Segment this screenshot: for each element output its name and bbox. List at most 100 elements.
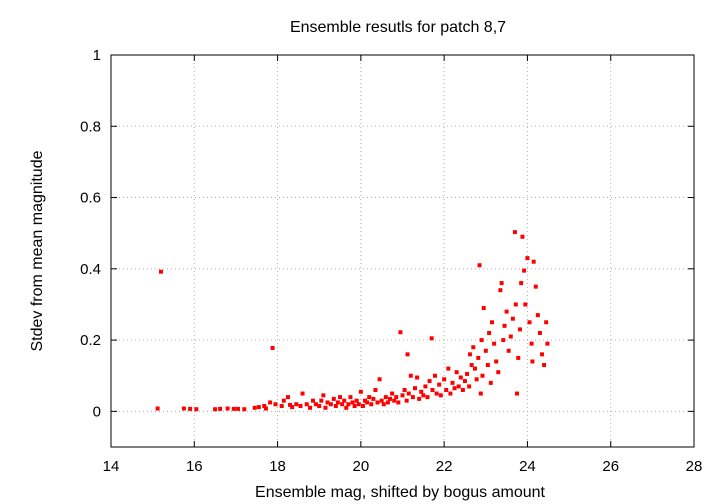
data-point <box>363 398 368 403</box>
data-point <box>510 316 515 321</box>
data-point <box>348 395 353 400</box>
data-point <box>375 400 380 405</box>
data-point <box>492 341 497 346</box>
data-point <box>360 404 365 409</box>
data-point <box>474 377 479 382</box>
data-point <box>328 402 333 407</box>
data-point <box>344 405 349 410</box>
y-tick-label: 0.6 <box>80 190 101 207</box>
data-point <box>450 380 455 385</box>
data-point <box>442 377 447 382</box>
data-point <box>520 234 525 239</box>
data-point <box>502 323 507 328</box>
data-point <box>321 393 326 398</box>
data-point <box>542 363 547 368</box>
plot-frame <box>110 54 695 448</box>
x-tick-label: 20 <box>353 458 370 475</box>
data-point <box>218 406 223 411</box>
data-point <box>369 402 374 407</box>
chart-title: Ensemble resutls for patch 8,7 <box>290 19 506 36</box>
data-point <box>288 402 293 407</box>
data-point <box>279 404 284 409</box>
data-point <box>310 398 315 403</box>
data-point <box>352 404 357 409</box>
data-point <box>392 398 397 403</box>
x-tick-label: 28 <box>686 458 703 475</box>
data-point <box>525 256 530 261</box>
data-point <box>533 284 538 289</box>
data-point <box>419 389 424 394</box>
y-tick-label: 1 <box>93 47 101 64</box>
data-point <box>516 355 521 360</box>
data-points <box>155 230 550 412</box>
data-point <box>501 338 506 343</box>
data-point <box>427 379 432 384</box>
data-point <box>496 370 501 375</box>
data-point <box>462 379 467 384</box>
data-point <box>477 263 482 268</box>
data-point <box>476 355 481 360</box>
x-axis-ticks: 14 16 18 20 22 24 26 28 <box>103 55 703 475</box>
data-point <box>531 259 536 264</box>
data-point <box>513 302 518 307</box>
data-point <box>494 359 499 364</box>
data-point <box>270 345 275 350</box>
data-point <box>483 348 488 353</box>
data-point <box>285 395 290 400</box>
data-point <box>465 371 470 376</box>
grid <box>111 55 694 447</box>
data-point <box>356 402 361 407</box>
data-point <box>304 402 309 407</box>
data-point <box>479 338 484 343</box>
data-point <box>460 387 465 392</box>
data-point <box>263 406 268 411</box>
data-point <box>298 404 303 409</box>
data-point <box>398 330 403 335</box>
data-point <box>417 396 422 401</box>
data-point <box>481 306 486 311</box>
data-point <box>252 405 257 410</box>
data-point <box>488 380 493 385</box>
y-axis-ticks: 0 0.2 0.4 0.6 0.8 1 <box>80 47 694 420</box>
data-point <box>323 405 328 410</box>
data-point <box>469 363 474 368</box>
x-axis-title: Ensemble mag, shifted by bogus amount <box>255 484 546 501</box>
data-point <box>515 391 520 396</box>
y-tick-label: 0.2 <box>80 332 101 349</box>
data-point <box>342 398 347 403</box>
data-point <box>181 406 186 411</box>
data-point <box>335 400 340 405</box>
data-point <box>408 373 413 378</box>
data-point <box>331 396 336 401</box>
data-point <box>527 320 532 325</box>
data-point <box>371 396 376 401</box>
data-point <box>517 327 522 332</box>
data-point <box>421 393 426 398</box>
data-point <box>415 375 420 380</box>
x-tick-label: 18 <box>269 458 286 475</box>
data-point <box>412 386 417 391</box>
y-tick-label: 0 <box>93 403 101 420</box>
data-point <box>242 407 247 412</box>
data-point <box>262 404 267 409</box>
data-point <box>325 400 330 405</box>
y-tick-label: 0.8 <box>80 118 101 135</box>
x-tick-label: 16 <box>186 458 203 475</box>
data-point <box>381 402 386 407</box>
data-point <box>405 352 410 357</box>
data-point <box>406 391 411 396</box>
data-point <box>188 406 193 411</box>
data-point <box>400 393 405 398</box>
data-point <box>545 341 550 346</box>
data-point <box>508 334 513 339</box>
data-point <box>194 407 199 412</box>
data-point <box>350 400 355 405</box>
data-point <box>454 370 459 375</box>
data-point <box>512 230 517 235</box>
data-point <box>432 373 437 378</box>
data-point <box>404 398 409 403</box>
data-point <box>535 313 540 318</box>
x-tick-label: 26 <box>602 458 619 475</box>
data-point <box>290 405 295 410</box>
data-point <box>236 406 241 411</box>
